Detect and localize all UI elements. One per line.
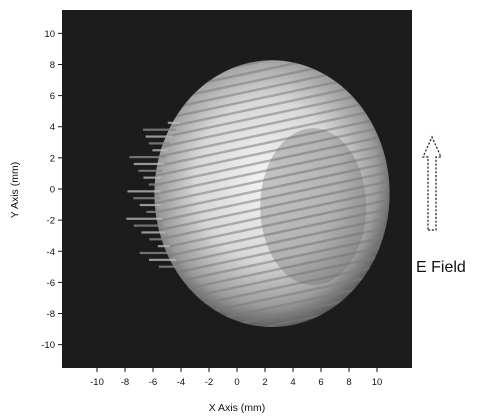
x-tick-label: 0	[234, 377, 239, 388]
e-field-label: E Field	[416, 259, 466, 276]
fringe-streak	[133, 162, 164, 166]
fringe-streak	[148, 183, 161, 186]
x-tick-label: -6	[149, 377, 157, 388]
beam-spot-dark-region	[260, 128, 367, 286]
y-tick-label: -8	[47, 309, 55, 320]
y-tick-label: 0	[50, 185, 55, 196]
fringe-streak	[126, 217, 163, 220]
x-tick-label: 8	[346, 377, 351, 388]
fringe-streak	[148, 142, 170, 145]
beam-spot-left-fringe	[126, 121, 180, 268]
x-tick-label: -10	[90, 377, 104, 388]
x-axis-label: X Axis (mm)	[209, 402, 266, 414]
fringe-streak	[145, 135, 173, 138]
fringe-streak	[146, 210, 162, 213]
x-tick-label: 6	[318, 377, 323, 388]
x-tick-label: 4	[290, 377, 295, 388]
fringe-streak	[149, 238, 168, 241]
fringe-streak	[167, 121, 180, 124]
y-tick-label: -4	[47, 247, 55, 258]
y-tick-label: -6	[47, 278, 55, 289]
y-tick-label: 4	[50, 122, 55, 133]
fringe-streak	[152, 149, 168, 152]
y-tick-label: 2	[50, 153, 55, 164]
y-tick-label: 8	[50, 60, 55, 71]
y-tick-label: 10	[44, 29, 55, 40]
fringe-streak	[148, 258, 176, 261]
fringe-streak	[129, 156, 166, 159]
e-field-arrow-icon	[422, 135, 442, 231]
fringe-streak	[141, 231, 166, 234]
fringe-streak	[127, 190, 161, 193]
x-tick-label: 2	[262, 377, 267, 388]
fringe-streak	[142, 128, 176, 131]
x-tick-label: -8	[121, 377, 129, 388]
fringe-streak	[139, 251, 173, 255]
x-tick-label: 10	[372, 377, 383, 388]
x-tick-label: -2	[205, 377, 213, 388]
y-tick-label: -10	[41, 340, 55, 351]
beam-spot-texture	[154, 60, 390, 328]
fringe-streak	[158, 265, 180, 268]
fringe-streak	[138, 169, 163, 172]
y-axis-label: Y Axis (mm)	[9, 162, 21, 218]
fringe-streak	[139, 203, 161, 207]
beam-spot-group	[126, 60, 390, 328]
fringe-streak	[157, 245, 170, 248]
x-axis-ticks: -10 -8 -6 -4 -2 0 2 4 6 8 10	[90, 368, 382, 388]
fringe-streak	[143, 176, 162, 179]
x-tick-label: -4	[177, 377, 185, 388]
fringe-streak	[133, 224, 164, 227]
y-tick-label: -2	[47, 216, 55, 227]
y-axis-ticks: 10 8 6 4 2 0 -2 -4 -6 -8 -10	[41, 29, 62, 351]
fringe-streak	[133, 197, 161, 200]
y-tick-label: 6	[50, 91, 55, 102]
